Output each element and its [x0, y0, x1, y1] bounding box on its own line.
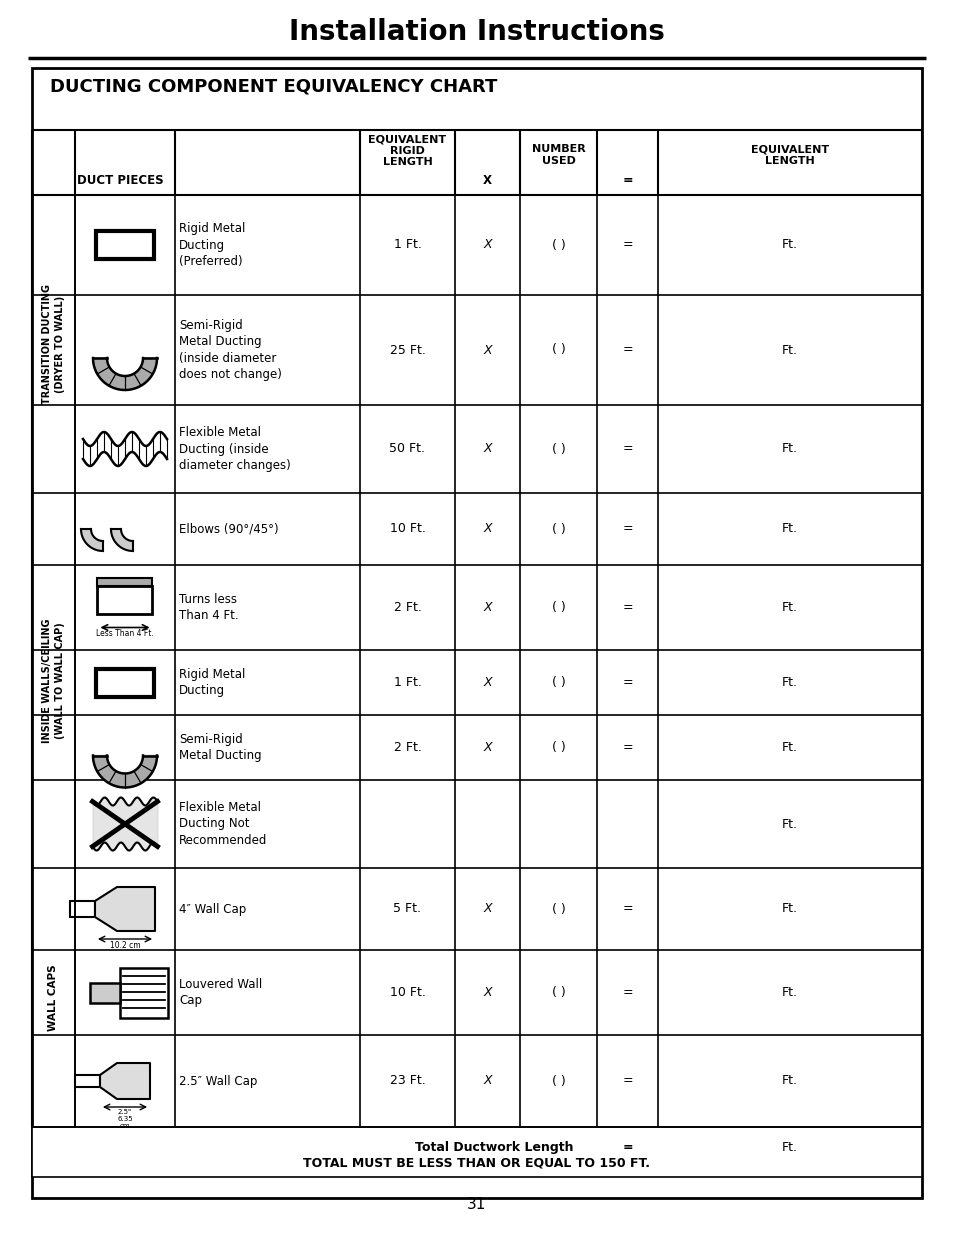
Text: Ft.: Ft. — [781, 741, 797, 755]
Text: Installation Instructions: Installation Instructions — [289, 19, 664, 46]
Text: X: X — [482, 522, 492, 536]
Text: 23 Ft.: 23 Ft. — [389, 1074, 425, 1088]
Text: ( ): ( ) — [551, 903, 565, 915]
Text: ( ): ( ) — [551, 238, 565, 252]
Text: 50 Ft.: 50 Ft. — [389, 442, 425, 456]
Text: =: = — [621, 522, 632, 536]
Text: Ft.: Ft. — [781, 238, 797, 252]
Text: =: = — [621, 1074, 632, 1088]
Text: INSIDE WALLS/CEILING
(WALL TO WALL CAP): INSIDE WALLS/CEILING (WALL TO WALL CAP) — [42, 619, 65, 742]
Bar — [96, 668, 153, 697]
Text: TOTAL MUST BE LESS THAN OR EQUAL TO 150 FT.: TOTAL MUST BE LESS THAN OR EQUAL TO 150 … — [303, 1157, 650, 1170]
Text: Turns less
Than 4 Ft.: Turns less Than 4 Ft. — [179, 593, 238, 622]
Text: X: X — [482, 1074, 492, 1088]
Text: EQUIVALENT
RIGID
LENGTH: EQUIVALENT RIGID LENGTH — [368, 135, 446, 167]
Polygon shape — [92, 756, 157, 788]
Text: X: X — [482, 986, 492, 999]
Text: Elbows (90°/45°): Elbows (90°/45°) — [179, 522, 278, 536]
Text: Less Than 4 Ft.: Less Than 4 Ft. — [96, 629, 153, 637]
Text: =: = — [621, 903, 632, 915]
Text: ( ): ( ) — [551, 442, 565, 456]
Text: DUCT PIECES: DUCT PIECES — [77, 174, 164, 186]
Text: 10 Ft.: 10 Ft. — [389, 522, 425, 536]
Text: ( ): ( ) — [551, 986, 565, 999]
Text: EQUIVALENT
LENGTH: EQUIVALENT LENGTH — [750, 144, 828, 165]
Text: =: = — [621, 676, 632, 689]
Text: Total Ductwork Length: Total Ductwork Length — [415, 1141, 573, 1153]
Text: X: X — [482, 741, 492, 755]
Text: Ft.: Ft. — [781, 522, 797, 536]
Text: =: = — [621, 343, 632, 357]
Text: X: X — [482, 343, 492, 357]
Text: Ft.: Ft. — [781, 601, 797, 614]
Text: NUMBER
USED: NUMBER USED — [531, 144, 585, 165]
Text: Ft.: Ft. — [781, 1074, 797, 1088]
Text: 10 Ft.: 10 Ft. — [389, 986, 425, 999]
Text: Semi-Rigid
Metal Ducting: Semi-Rigid Metal Ducting — [179, 732, 261, 762]
Text: Ft.: Ft. — [781, 442, 797, 456]
Text: Ft.: Ft. — [781, 986, 797, 999]
Text: =: = — [621, 174, 632, 186]
Text: 25 Ft.: 25 Ft. — [389, 343, 425, 357]
Text: Rigid Metal
Ducting
(Preferred): Rigid Metal Ducting (Preferred) — [179, 222, 245, 268]
Text: TRANSITION DUCTING
(DRYER TO WALL): TRANSITION DUCTING (DRYER TO WALL) — [42, 284, 65, 404]
Bar — [97, 578, 152, 585]
Bar — [96, 231, 153, 259]
Text: X: X — [482, 238, 492, 252]
Text: WALL CAPS: WALL CAPS — [49, 965, 58, 1031]
Text: Flexible Metal
Ducting (inside
diameter changes): Flexible Metal Ducting (inside diameter … — [179, 426, 291, 472]
Text: ( ): ( ) — [551, 522, 565, 536]
Text: =: = — [621, 601, 632, 614]
Text: X: X — [482, 442, 492, 456]
Text: ( ): ( ) — [551, 1074, 565, 1088]
Text: 31: 31 — [467, 1197, 486, 1212]
Polygon shape — [100, 1063, 150, 1099]
Bar — [97, 585, 152, 614]
Polygon shape — [95, 887, 154, 931]
Bar — [120, 967, 168, 1018]
Text: 4″ Wall Cap: 4″ Wall Cap — [179, 903, 246, 915]
Bar — [32, 1128, 921, 1177]
Text: Semi-Rigid
Metal Ducting
(inside diameter
does not change): Semi-Rigid Metal Ducting (inside diamete… — [179, 319, 281, 382]
Polygon shape — [111, 529, 132, 551]
Text: Flexible Metal
Ducting Not
Recommended: Flexible Metal Ducting Not Recommended — [179, 802, 267, 847]
Text: =: = — [621, 741, 632, 755]
Text: DUCTING COMPONENT EQUIVALENCY CHART: DUCTING COMPONENT EQUIVALENCY CHART — [50, 78, 497, 96]
Bar — [90, 983, 120, 1003]
Text: 1 Ft.: 1 Ft. — [394, 238, 421, 252]
Text: Louvered Wall
Cap: Louvered Wall Cap — [179, 978, 262, 1008]
Polygon shape — [81, 529, 103, 551]
Text: =: = — [621, 1141, 632, 1153]
Text: Ft.: Ft. — [781, 1141, 797, 1153]
Bar — [75, 1074, 100, 1087]
Text: 10.2 cm: 10.2 cm — [110, 941, 140, 950]
Polygon shape — [92, 358, 157, 390]
Text: ( ): ( ) — [551, 601, 565, 614]
Text: Ft.: Ft. — [781, 676, 797, 689]
Text: X: X — [482, 903, 492, 915]
Text: =: = — [621, 442, 632, 456]
Text: X: X — [482, 676, 492, 689]
Text: 5 Ft.: 5 Ft. — [393, 903, 421, 915]
Text: ( ): ( ) — [551, 741, 565, 755]
Text: X: X — [482, 601, 492, 614]
Text: 2 Ft.: 2 Ft. — [394, 741, 421, 755]
Text: 1 Ft.: 1 Ft. — [394, 676, 421, 689]
Text: Ft.: Ft. — [781, 903, 797, 915]
Text: =: = — [621, 986, 632, 999]
Text: Ft.: Ft. — [781, 343, 797, 357]
Text: =: = — [621, 238, 632, 252]
Bar — [70, 902, 95, 918]
Text: Ft.: Ft. — [781, 818, 797, 830]
Text: Rigid Metal
Ducting: Rigid Metal Ducting — [179, 668, 245, 698]
Text: X: X — [482, 174, 492, 186]
Text: ( ): ( ) — [551, 343, 565, 357]
Text: ( ): ( ) — [551, 676, 565, 689]
Text: 2.5"
6.35
cm: 2.5" 6.35 cm — [117, 1109, 132, 1129]
Text: 2 Ft.: 2 Ft. — [394, 601, 421, 614]
Text: 2.5″ Wall Cap: 2.5″ Wall Cap — [179, 1074, 257, 1088]
